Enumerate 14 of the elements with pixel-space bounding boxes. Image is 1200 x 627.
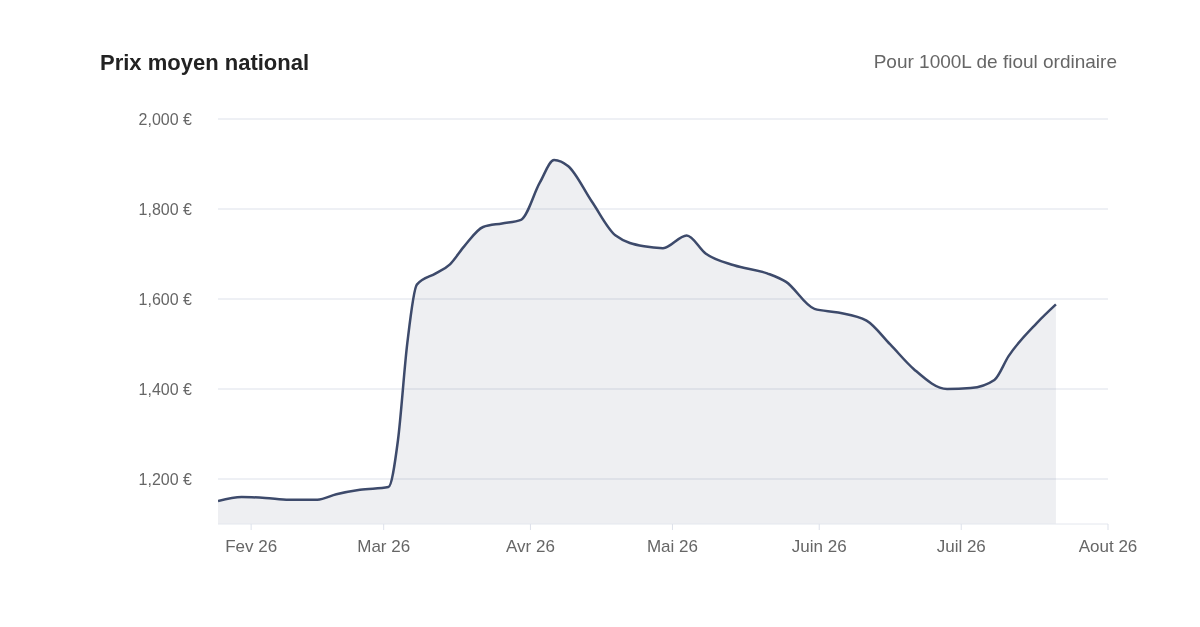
x-tick-label: Mar 26 [357,537,411,557]
chart-title: Prix moyen national [100,50,310,76]
x-tick-label: Fev 26 [225,537,278,557]
chart-subtitle: Pour 1000L de fioul ordinaire [873,51,1117,73]
x-tick-label: Aout 26 [1078,537,1138,557]
x-tick-label: Juin 26 [791,537,847,557]
x-tick-label: Juil 26 [936,537,986,557]
y-tick-label: 1,600 € [138,290,193,308]
y-tick-label: 2,000 € [138,110,193,128]
y-tick-label: 1,400 € [138,380,193,398]
x-tick-label: Mai 26 [646,537,698,557]
y-tick-label: 1,200 € [138,470,193,488]
y-tick-label: 1,800 € [138,200,193,218]
x-tick-label: Avr 26 [506,537,555,557]
